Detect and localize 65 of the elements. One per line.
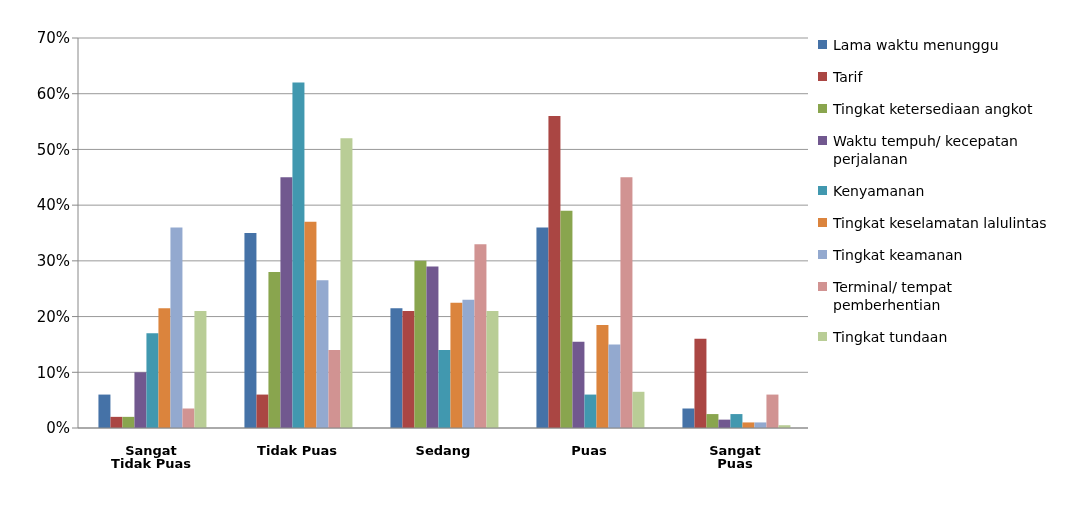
bar — [694, 338, 707, 428]
legend-label: Tingkat tundaan — [833, 328, 948, 346]
bar — [292, 82, 305, 428]
bar — [402, 311, 415, 428]
legend-label: Tingkat keselamatan lalulintas — [833, 214, 1047, 232]
bar — [462, 299, 475, 428]
bar — [98, 394, 111, 428]
bar — [414, 260, 427, 428]
y-tick-label: 10% — [36, 363, 70, 382]
bar — [706, 414, 719, 428]
bar — [536, 227, 549, 428]
bar — [194, 311, 207, 428]
bar — [316, 280, 329, 428]
bar — [596, 324, 609, 428]
bar — [438, 350, 451, 428]
bar — [304, 221, 317, 428]
bar — [754, 422, 767, 428]
bar — [328, 350, 341, 428]
bar — [110, 416, 123, 428]
bar — [390, 308, 403, 428]
bar — [426, 266, 439, 428]
bar — [182, 408, 195, 428]
x-tick-label: Sedang — [415, 443, 471, 459]
y-tick-label: 60% — [36, 85, 70, 104]
legend-label: Lama waktu menunggu — [833, 36, 999, 54]
bar — [268, 272, 281, 428]
bar — [766, 394, 779, 428]
bar — [730, 414, 743, 428]
bar — [584, 394, 597, 428]
legend-label: Tingkat keamanan — [833, 246, 963, 264]
y-tick-label: 20% — [36, 307, 70, 326]
bar — [572, 341, 585, 428]
y-tick-label: 30% — [36, 252, 70, 271]
y-tick-label: 70% — [36, 29, 70, 48]
bar — [632, 391, 645, 428]
bar — [548, 116, 561, 428]
bar — [682, 408, 695, 428]
y-tick-label: 0% — [46, 419, 70, 438]
x-tick-label: Sangat Puas — [709, 443, 761, 472]
bar — [620, 177, 633, 428]
legend-label: Tarif — [833, 68, 863, 86]
legend-label: Kenyamanan — [833, 182, 925, 200]
bar — [560, 210, 573, 428]
bar — [122, 416, 135, 428]
x-tick-label: Sangat Tidak Puas — [111, 443, 192, 472]
bar — [474, 244, 487, 428]
legend-label: Terminal/ tempat pemberhentian — [833, 278, 954, 314]
bar — [340, 138, 353, 428]
bar — [608, 344, 621, 428]
bar — [170, 227, 183, 428]
bar — [158, 308, 171, 428]
legend-label: Tingkat ketersediaan angkot — [833, 100, 1033, 118]
y-tick-label: 50% — [36, 140, 70, 159]
bar — [256, 394, 269, 428]
bar — [742, 422, 755, 428]
bar — [244, 233, 257, 428]
bar — [134, 372, 147, 428]
x-tick-label: Puas — [571, 443, 607, 459]
legend-label: Waktu tempuh/ kecepatan perjalanan — [833, 132, 1019, 168]
bar — [450, 302, 463, 428]
bar — [146, 333, 159, 428]
y-tick-label: 40% — [36, 196, 70, 215]
x-tick-label: Tidak Puas — [257, 443, 338, 459]
bar — [280, 177, 293, 428]
bar — [486, 311, 499, 428]
